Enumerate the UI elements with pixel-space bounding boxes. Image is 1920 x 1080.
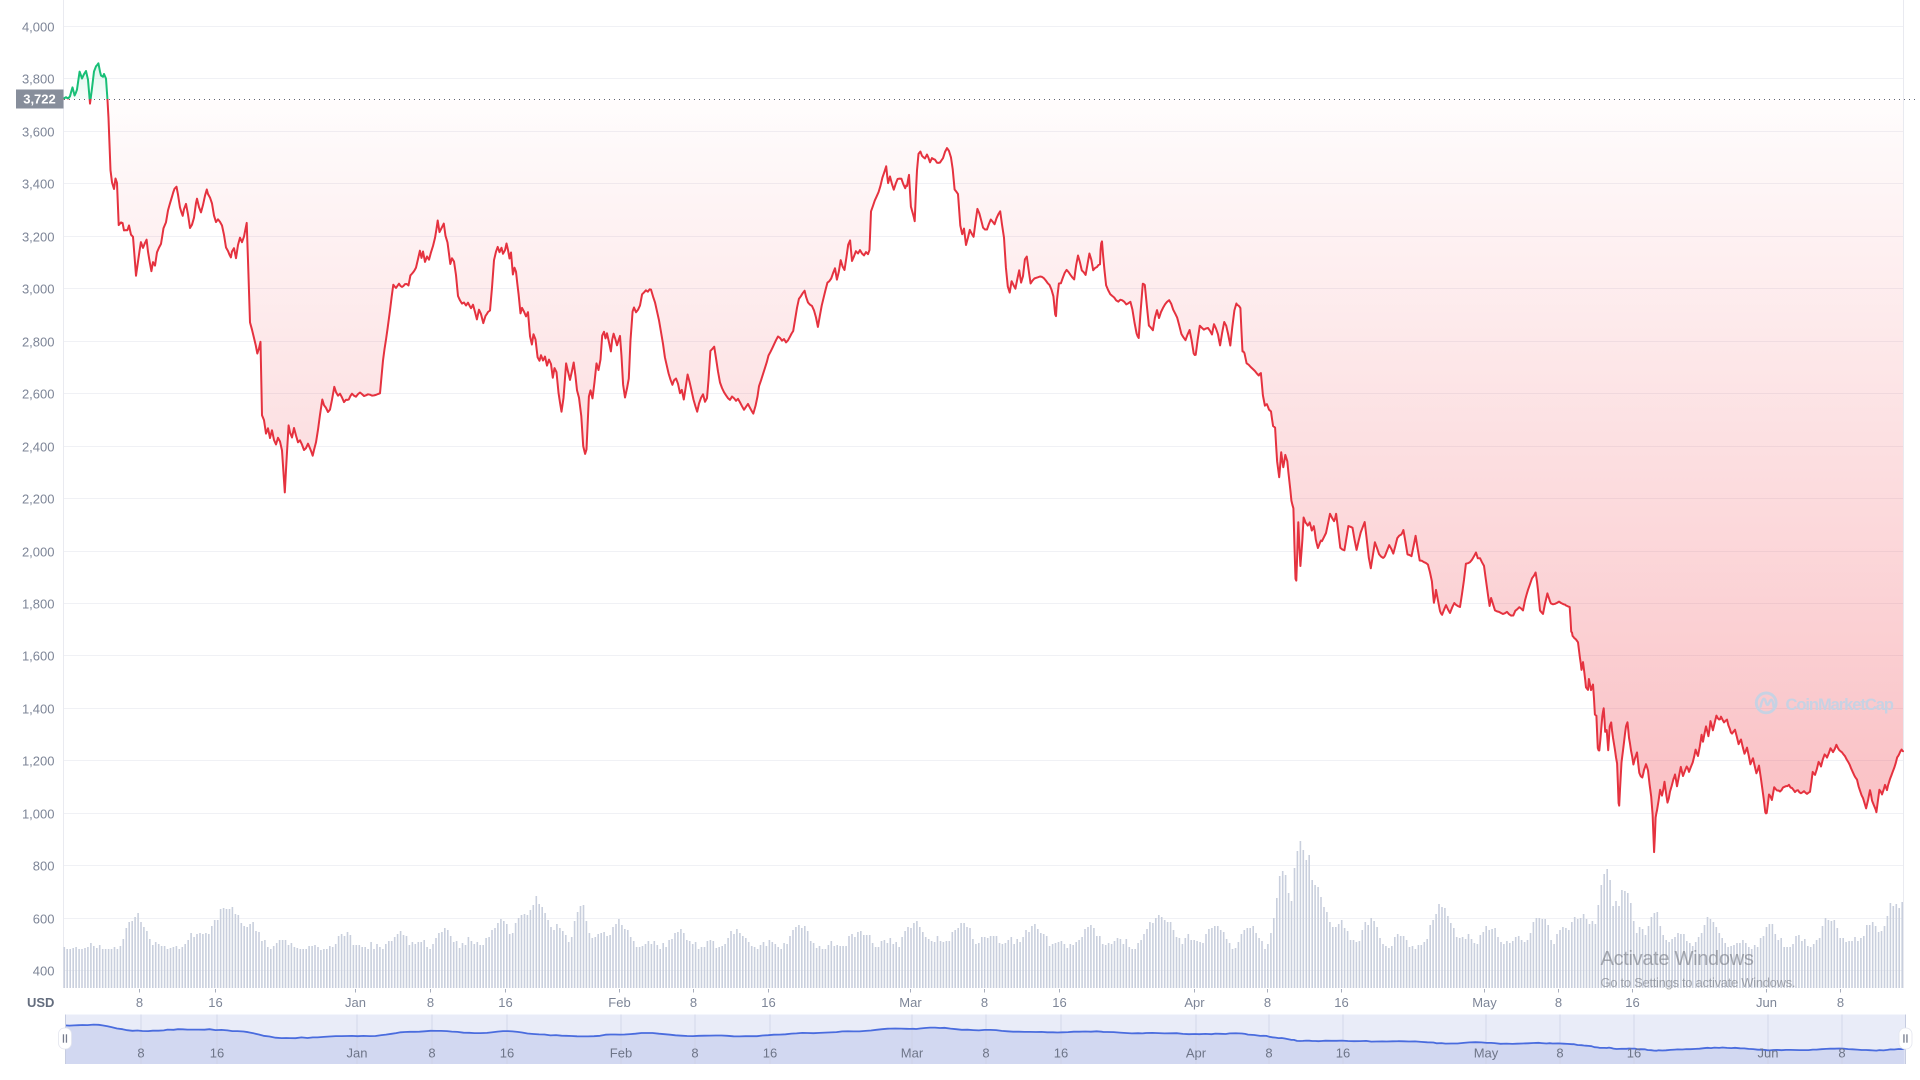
svg-text:May: May — [1474, 1046, 1499, 1061]
svg-text:600: 600 — [33, 912, 55, 927]
svg-text:800: 800 — [33, 859, 55, 874]
svg-text:16: 16 — [763, 1046, 777, 1061]
svg-text:16: 16 — [500, 1046, 514, 1061]
svg-text:1,800: 1,800 — [22, 597, 55, 612]
svg-text:Apr: Apr — [1184, 995, 1205, 1010]
svg-text:3,722: 3,722 — [23, 92, 56, 107]
svg-text:Jan: Jan — [347, 1046, 368, 1061]
svg-text:16: 16 — [498, 995, 512, 1010]
svg-text:16: 16 — [1334, 995, 1348, 1010]
svg-text:8: 8 — [1555, 995, 1562, 1010]
svg-text:Apr: Apr — [1186, 1046, 1207, 1061]
svg-text:3,400: 3,400 — [22, 177, 55, 192]
svg-text:16: 16 — [208, 995, 222, 1010]
svg-text:2,000: 2,000 — [22, 545, 55, 560]
svg-text:2,200: 2,200 — [22, 492, 55, 507]
svg-text:400: 400 — [33, 964, 55, 979]
svg-text:1,600: 1,600 — [22, 649, 55, 664]
svg-text:Mar: Mar — [899, 995, 922, 1010]
svg-text:2,400: 2,400 — [22, 440, 55, 455]
svg-text:1,200: 1,200 — [22, 754, 55, 769]
svg-text:4,000: 4,000 — [22, 20, 55, 35]
svg-text:USD: USD — [27, 995, 54, 1010]
svg-text:8: 8 — [1838, 1046, 1845, 1061]
svg-text:8: 8 — [691, 1046, 698, 1061]
svg-text:3,000: 3,000 — [22, 282, 55, 297]
svg-text:Jun: Jun — [1758, 1046, 1779, 1061]
svg-text:Jun: Jun — [1756, 995, 1777, 1010]
svg-text:May: May — [1472, 995, 1497, 1010]
svg-text:8: 8 — [1264, 995, 1271, 1010]
svg-text:2,800: 2,800 — [22, 335, 55, 350]
svg-text:16: 16 — [1627, 1046, 1641, 1061]
svg-text:3,600: 3,600 — [22, 125, 55, 140]
svg-text:Jan: Jan — [345, 995, 366, 1010]
svg-text:Feb: Feb — [610, 1046, 632, 1061]
svg-text:Activate Windows: Activate Windows — [1601, 948, 1754, 970]
svg-text:Go to Settings to activate Win: Go to Settings to activate Windows. — [1601, 975, 1796, 990]
svg-text:8: 8 — [136, 995, 143, 1010]
svg-text:CoinMarketCap: CoinMarketCap — [1786, 696, 1894, 714]
svg-text:16: 16 — [1625, 995, 1639, 1010]
svg-text:1,400: 1,400 — [22, 702, 55, 717]
svg-text:Mar: Mar — [901, 1046, 924, 1061]
svg-text:8: 8 — [1837, 995, 1844, 1010]
svg-text:16: 16 — [1052, 995, 1066, 1010]
svg-text:3,200: 3,200 — [22, 230, 55, 245]
svg-text:16: 16 — [1336, 1046, 1350, 1061]
svg-text:8: 8 — [137, 1046, 144, 1061]
svg-text:8: 8 — [981, 995, 988, 1010]
svg-text:2,600: 2,600 — [22, 387, 55, 402]
svg-text:16: 16 — [1054, 1046, 1068, 1061]
svg-text:1,000: 1,000 — [22, 807, 55, 822]
svg-text:8: 8 — [428, 1046, 435, 1061]
svg-text:8: 8 — [1556, 1046, 1563, 1061]
svg-text:8: 8 — [690, 995, 697, 1010]
svg-text:8: 8 — [982, 1046, 989, 1061]
svg-text:8: 8 — [427, 995, 434, 1010]
svg-text:3,800: 3,800 — [22, 72, 55, 87]
svg-text:Feb: Feb — [608, 995, 630, 1010]
svg-text:16: 16 — [210, 1046, 224, 1061]
svg-text:8: 8 — [1265, 1046, 1272, 1061]
svg-text:16: 16 — [761, 995, 775, 1010]
